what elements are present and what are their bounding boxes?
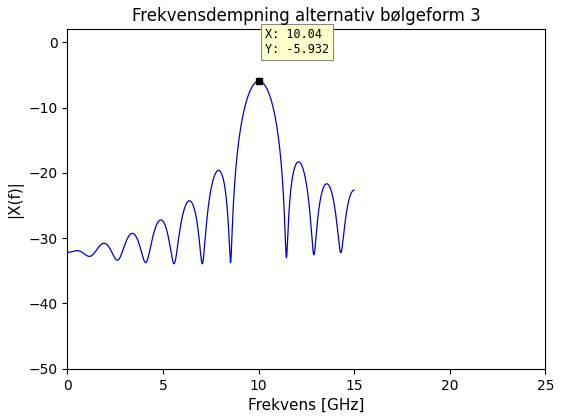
Text: X: 10.04
Y: -5.932: X: 10.04 Y: -5.932 <box>265 28 329 56</box>
X-axis label: Frekvens [GHz]: Frekvens [GHz] <box>248 398 365 413</box>
Y-axis label: |X(f)|: |X(f)| <box>7 180 23 218</box>
Title: Frekvensdempning alternativ bølgeform 3: Frekvensdempning alternativ bølgeform 3 <box>132 7 481 25</box>
